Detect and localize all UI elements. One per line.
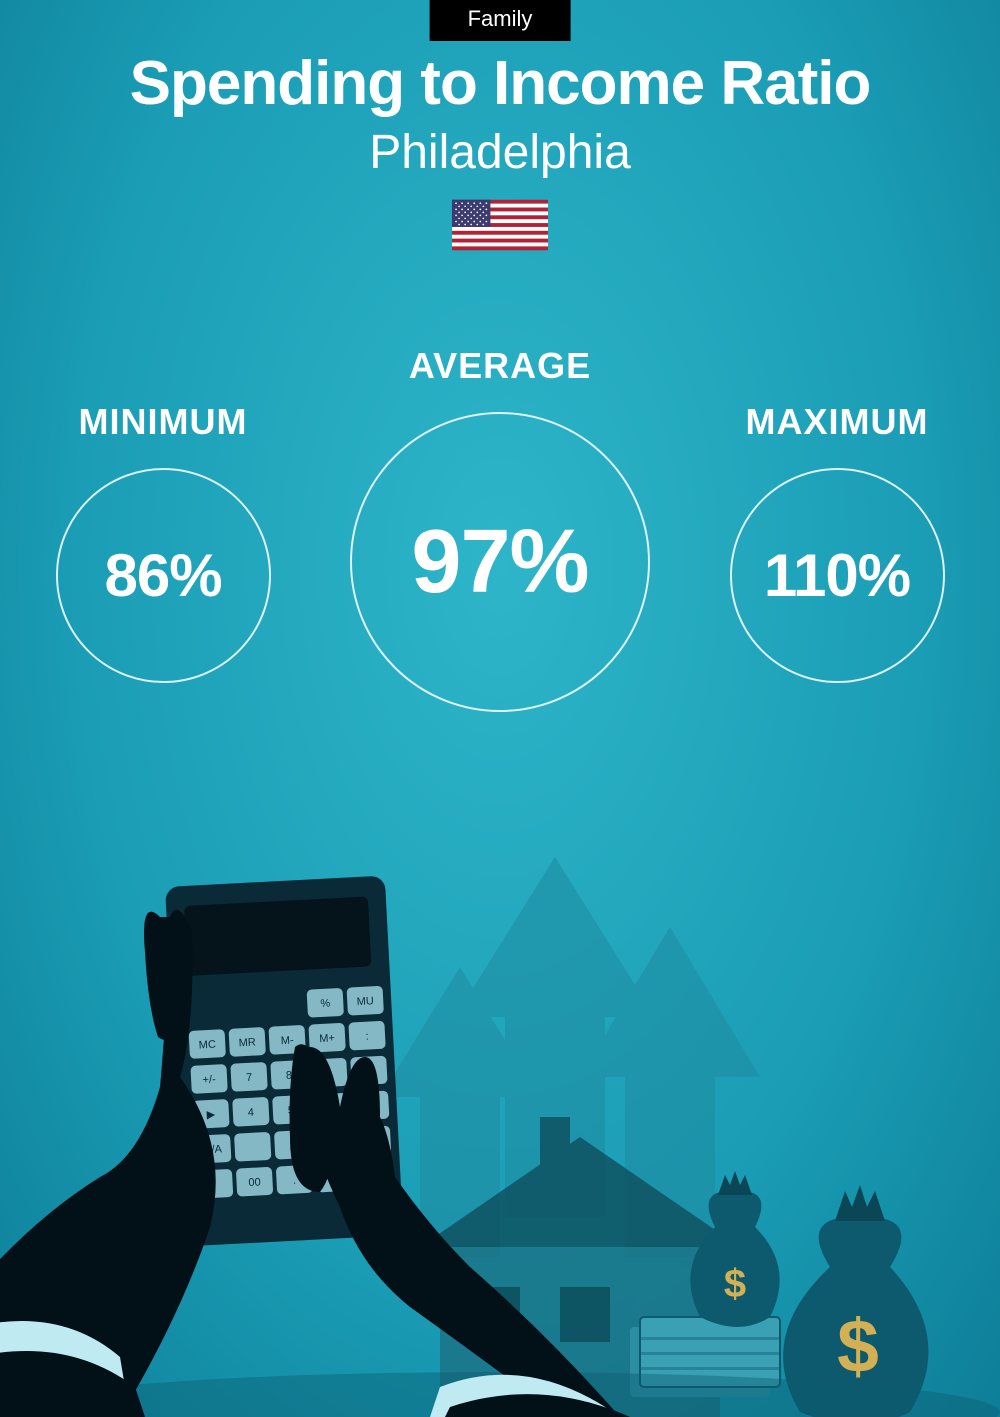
svg-text:00: 00 (248, 1176, 261, 1189)
stat-maximum-circle: 110% (730, 468, 945, 683)
svg-text:.: . (293, 1175, 297, 1187)
page-title: Spending to Income Ratio (0, 48, 1000, 119)
svg-text:MU: MU (356, 995, 374, 1008)
svg-text:%: % (320, 998, 331, 1011)
dollar-symbol: $ (724, 1262, 746, 1306)
stat-average: AVERAGE 97% (340, 345, 660, 712)
illustration: $ $ %MUMCMRM-M+:+/-789x▶45-C/A2300.0 (0, 797, 1000, 1417)
page-subtitle: Philadelphia (0, 125, 1000, 180)
svg-text:MR: MR (238, 1036, 256, 1049)
category-tab: Family (430, 0, 571, 41)
stat-minimum-circle: 86% (56, 468, 271, 683)
svg-text:7: 7 (246, 1072, 253, 1084)
stat-average-value: 97% (411, 511, 588, 614)
svg-text::: : (365, 1031, 369, 1043)
svg-text:M+: M+ (319, 1032, 335, 1045)
stat-maximum-label: MAXIMUM (722, 401, 952, 443)
stat-minimum: MINIMUM 86% (48, 401, 278, 683)
svg-text:+/-: +/- (202, 1074, 216, 1087)
stat-minimum-value: 86% (104, 541, 221, 610)
stat-average-circle: 97% (350, 412, 650, 712)
stats-row: MINIMUM 86% AVERAGE 97% MAXIMUM 110% (0, 345, 1000, 745)
us-flag-icon (452, 195, 548, 255)
stat-minimum-label: MINIMUM (48, 401, 278, 443)
stat-maximum-value: 110% (764, 541, 910, 610)
dollar-symbol-large: $ (837, 1304, 879, 1388)
svg-text:MC: MC (198, 1039, 216, 1052)
svg-text:M-: M- (280, 1034, 294, 1047)
stat-average-label: AVERAGE (340, 345, 660, 387)
svg-text:▶: ▶ (206, 1109, 216, 1121)
svg-text:4: 4 (248, 1107, 255, 1119)
stat-maximum: MAXIMUM 110% (722, 401, 952, 683)
